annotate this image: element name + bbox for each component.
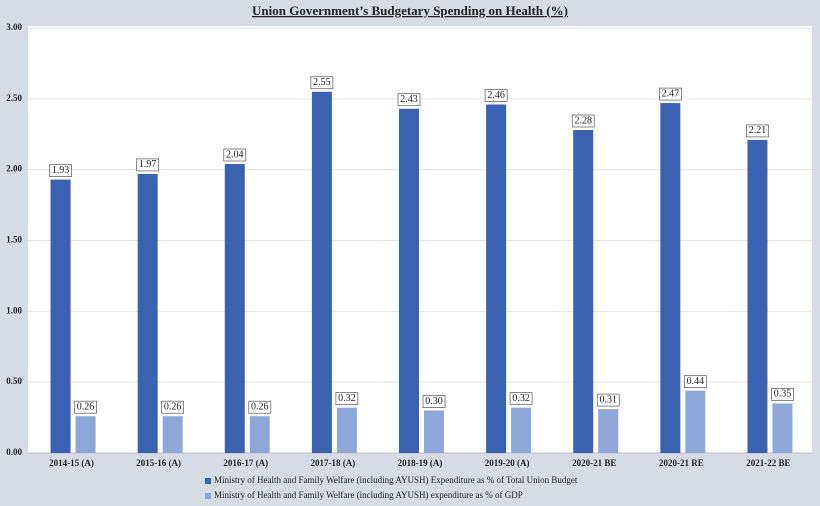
legend-swatch [205, 478, 211, 484]
legend-label: Ministry of Health and Family Welfare (i… [214, 475, 578, 485]
bar [424, 410, 444, 453]
value-label: 2.46 [487, 90, 505, 101]
value-label: 0.32 [338, 393, 356, 404]
x-tick-label: 2020-21 BE [572, 458, 616, 468]
bar [747, 139, 768, 453]
bar [399, 108, 419, 453]
bar [685, 390, 706, 453]
value-label-box [335, 392, 359, 406]
value-label-box [509, 392, 533, 406]
value-label: 0.35 [774, 389, 792, 400]
bar [660, 103, 681, 453]
value-label: 0.31 [599, 394, 617, 405]
x-tick-label: 2015-16 (A) [136, 458, 181, 468]
value-label-box [683, 375, 707, 389]
x-tick-label: 2018-19 (A) [398, 458, 443, 468]
value-label: 1.97 [139, 159, 157, 170]
x-tick-label: 2020-21 RE [659, 458, 704, 468]
bar [311, 91, 332, 453]
value-label: 2.55 [313, 77, 331, 88]
y-tick-label: 0.00 [6, 447, 22, 457]
value-label-box [484, 89, 508, 102]
bar [336, 407, 357, 453]
value-label-box [74, 400, 97, 414]
value-label: 0.32 [512, 393, 530, 404]
value-label: 0.30 [425, 396, 443, 407]
x-tick-label: 2021-22 BE [746, 458, 790, 468]
x-tick-label: 2017-18 (A) [311, 458, 356, 468]
y-tick-label: 0.50 [6, 376, 22, 386]
y-tick-label: 2.00 [6, 164, 22, 174]
value-label-box [571, 114, 595, 128]
value-label: 2.28 [574, 115, 592, 126]
bar [598, 409, 619, 453]
bar [511, 407, 532, 453]
y-tick-label: 2.50 [6, 93, 22, 103]
bar [137, 173, 158, 453]
value-label-box [161, 400, 185, 414]
value-label-box [310, 76, 334, 90]
value-label: 2.47 [662, 88, 680, 99]
value-label-box [422, 395, 446, 408]
bar [162, 416, 183, 453]
bar [249, 416, 270, 453]
value-label-box [596, 393, 620, 407]
bar [573, 130, 594, 453]
bar [772, 403, 793, 453]
x-tick-label: 2014-15 (A) [49, 458, 94, 468]
chart-title: Union Government’s Budgetary Spending on… [252, 3, 568, 18]
bar [486, 104, 507, 453]
value-label: 1.93 [52, 165, 70, 176]
value-label-box [746, 124, 769, 138]
x-tick-label: 2016-17 (A) [223, 458, 268, 468]
value-label-box [49, 164, 72, 177]
value-label: 0.26 [251, 401, 269, 412]
y-tick-label: 1.50 [6, 235, 22, 245]
bar [224, 164, 245, 453]
x-tick-label: 2019-20 (A) [485, 458, 530, 468]
value-label-box [397, 93, 421, 107]
value-label: 2.04 [226, 149, 244, 160]
value-label-box [658, 87, 682, 101]
value-label-box [136, 158, 160, 172]
bar [50, 179, 71, 454]
value-label: 0.26 [164, 401, 182, 412]
value-label-box [223, 148, 247, 162]
legend-label: Ministry of Health and Family Welfare (i… [214, 490, 523, 500]
value-label: 2.43 [400, 94, 418, 105]
legend-swatch [205, 493, 211, 499]
bar [75, 416, 96, 453]
value-label-box [248, 400, 272, 414]
y-tick-label: 1.00 [6, 305, 22, 315]
value-label: 0.44 [687, 376, 705, 387]
value-label-box [771, 388, 794, 401]
value-label: 0.26 [77, 401, 95, 412]
value-label: 2.21 [749, 125, 767, 136]
y-tick-label: 3.00 [6, 22, 22, 32]
